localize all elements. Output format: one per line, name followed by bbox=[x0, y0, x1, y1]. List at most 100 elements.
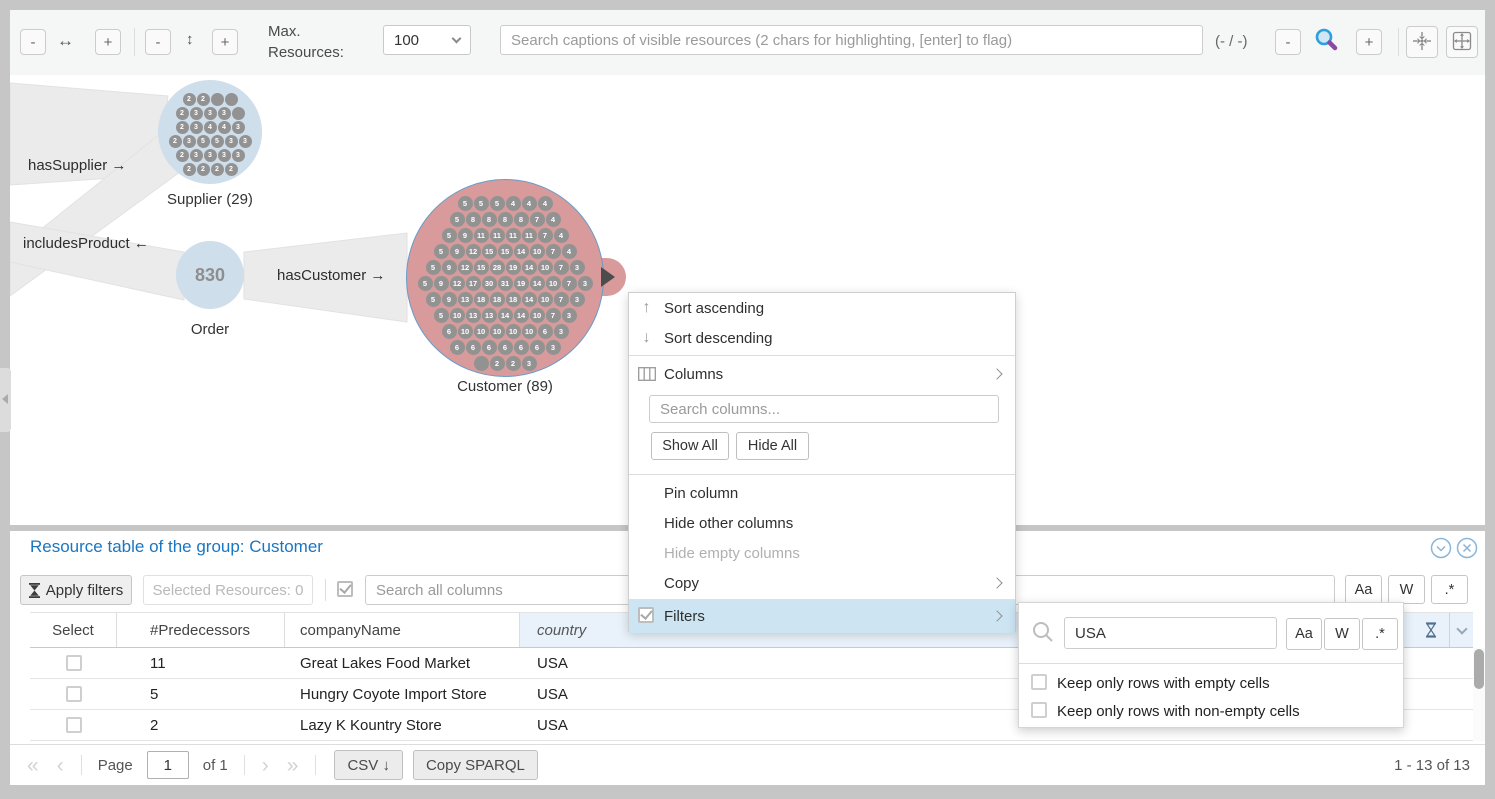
resource-dot: 6 bbox=[537, 324, 553, 339]
resource-dot: 4 bbox=[537, 196, 553, 211]
table-scrollbar[interactable] bbox=[1473, 648, 1485, 741]
h-zoom-out-button[interactable]: - bbox=[20, 29, 46, 55]
menu-item-hide-other-columns[interactable]: Hide other columns bbox=[664, 514, 794, 532]
menu-divider bbox=[629, 474, 1015, 475]
resource-dot: 2 bbox=[175, 121, 189, 134]
highlight-zoom-in-button[interactable]: + bbox=[1356, 29, 1382, 55]
resource-dot: 10 bbox=[537, 260, 553, 275]
resource-dot: 5 bbox=[425, 292, 441, 307]
resource-dot: 3 bbox=[238, 135, 252, 148]
csv-download-button[interactable]: CSV ↓ bbox=[334, 750, 403, 780]
resource-dot: 3 bbox=[553, 324, 569, 339]
highlight-zoom-out-button[interactable]: - bbox=[1275, 29, 1301, 55]
company-cell: Hungry Coyote Import Store bbox=[300, 685, 487, 703]
menu-item-copy[interactable]: Copy bbox=[629, 568, 1015, 598]
menu-item-pin-column[interactable]: Pin column bbox=[664, 484, 739, 502]
close-panel-icon[interactable] bbox=[1456, 537, 1478, 564]
hide-all-columns-button[interactable]: Hide All bbox=[736, 432, 809, 460]
country-cell: USA bbox=[537, 685, 568, 703]
filter-value-input[interactable] bbox=[1064, 617, 1277, 649]
magnifier-icon bbox=[1313, 26, 1339, 57]
table-row[interactable]: 2 Lazy K Kountry Store USA bbox=[30, 710, 1473, 741]
resource-dot: 14 bbox=[513, 244, 529, 259]
resource-dot: 7 bbox=[545, 244, 561, 259]
menu-item-filters[interactable]: Filters bbox=[629, 599, 1015, 633]
copy-sparql-button[interactable]: Copy SPARQL bbox=[412, 750, 538, 780]
v-zoom-out-button[interactable]: - bbox=[145, 29, 171, 55]
resource-dot: 18 bbox=[489, 292, 505, 307]
header-divider bbox=[1449, 613, 1450, 647]
menu-item-sort-descending[interactable]: ↓ Sort descending bbox=[629, 323, 1015, 353]
resource-dot: 12 bbox=[457, 260, 473, 275]
filters-checkbox[interactable] bbox=[638, 607, 654, 623]
collapse-panel-icon[interactable] bbox=[1430, 537, 1452, 564]
selected-resources-button: Selected Resources: 0 bbox=[143, 575, 313, 605]
resource-dot: 3 bbox=[189, 149, 203, 162]
search-columns-input[interactable] bbox=[649, 395, 999, 423]
max-resources-select[interactable]: 100 bbox=[383, 25, 471, 55]
pager-separator bbox=[315, 755, 317, 775]
columns-icon bbox=[629, 367, 664, 381]
first-page-button[interactable]: « bbox=[27, 753, 39, 777]
menu-item-sort-ascending[interactable]: ↑ Sort ascending bbox=[629, 293, 1015, 323]
row-checkbox[interactable] bbox=[65, 655, 82, 671]
resource-dot: 12 bbox=[465, 244, 481, 259]
resource-dot: 9 bbox=[449, 244, 465, 259]
table-row[interactable]: 11 Great Lakes Food Market USA bbox=[30, 648, 1473, 679]
table-row[interactable]: 5 Hungry Coyote Import Store USA bbox=[30, 679, 1473, 710]
keep-empty-checkbox[interactable] bbox=[1031, 674, 1047, 690]
column-header-company[interactable]: companyName bbox=[285, 613, 520, 647]
show-all-columns-button[interactable]: Show All bbox=[651, 432, 729, 460]
hourglass-icon bbox=[28, 582, 40, 598]
whole-word-button[interactable]: W bbox=[1388, 575, 1425, 604]
resource-dot: 2 bbox=[489, 356, 505, 371]
expand-arrow-icon bbox=[601, 267, 615, 287]
arrow-down-icon: ↓ bbox=[642, 329, 651, 346]
table-title: Resource table of the group: Customer bbox=[30, 537, 323, 556]
resource-dot: 9 bbox=[441, 292, 457, 307]
resource-dot: 4 bbox=[521, 196, 537, 211]
customer-label: Customer (89) bbox=[457, 378, 553, 395]
resource-dot: 15 bbox=[473, 260, 489, 275]
row-checkbox[interactable] bbox=[65, 686, 82, 702]
row-range-label: 1 - 13 of 13 bbox=[1394, 756, 1470, 774]
node-order[interactable]: 830 bbox=[176, 241, 244, 309]
search-all-columns-checkbox[interactable] bbox=[337, 581, 353, 597]
case-sensitive-button[interactable]: Aa bbox=[1345, 575, 1382, 604]
node-customer[interactable]: 5 5 5 4 4 4 5 8 8 8 8 7 4 5 9 11 11 11 11 7 4 5 9 12 15 15 14 10 7 4 5… bbox=[406, 179, 604, 377]
apply-filters-button[interactable]: Apply filters bbox=[20, 575, 132, 605]
toolbar-separator bbox=[1398, 28, 1399, 56]
scrollbar-thumb[interactable] bbox=[1474, 649, 1484, 689]
last-page-button[interactable]: » bbox=[286, 753, 299, 777]
fit-to-view-button[interactable] bbox=[1446, 26, 1478, 58]
resource-dot: 11 bbox=[473, 228, 489, 243]
column-header-predecessors[interactable]: #Predecessors bbox=[117, 613, 285, 647]
keep-non-empty-checkbox[interactable] bbox=[1031, 702, 1047, 718]
column-menu-button[interactable] bbox=[1450, 622, 1473, 635]
prev-page-button[interactable]: ‹ bbox=[56, 753, 64, 777]
row-checkbox[interactable] bbox=[65, 717, 82, 733]
h-zoom-in-button[interactable]: + bbox=[95, 29, 121, 55]
center-graph-button[interactable] bbox=[1406, 26, 1438, 58]
resource-dot: 10 bbox=[505, 324, 521, 339]
column-header-select[interactable]: Select bbox=[30, 613, 117, 647]
pagination-bar: « ‹ Page of 1 › » CSV ↓ Copy SPARQL 1 - … bbox=[10, 744, 1485, 785]
regex-button[interactable]: .* bbox=[1431, 575, 1468, 604]
collapse-left-panel-handle[interactable] bbox=[0, 368, 11, 432]
resource-dot: 4 bbox=[545, 212, 561, 227]
next-page-button[interactable]: › bbox=[261, 753, 269, 777]
filter-case-sensitive-button[interactable]: Aa bbox=[1286, 618, 1322, 650]
caption-search-input[interactable] bbox=[500, 25, 1203, 55]
filter-regex-button[interactable]: .* bbox=[1362, 618, 1398, 650]
resource-dot: 3 bbox=[569, 260, 585, 275]
filter-whole-word-button[interactable]: W bbox=[1324, 618, 1360, 650]
v-zoom-in-button[interactable]: + bbox=[212, 29, 238, 55]
menu-item-columns[interactable]: Columns bbox=[629, 359, 1015, 389]
page-number-input[interactable] bbox=[146, 751, 189, 779]
resource-dot-row: 6 10 10 10 10 10 6 3 bbox=[407, 324, 603, 339]
resource-dot: 5 bbox=[196, 135, 210, 148]
resource-dot: 14 bbox=[513, 308, 529, 323]
filter-search-icon bbox=[1031, 620, 1055, 649]
